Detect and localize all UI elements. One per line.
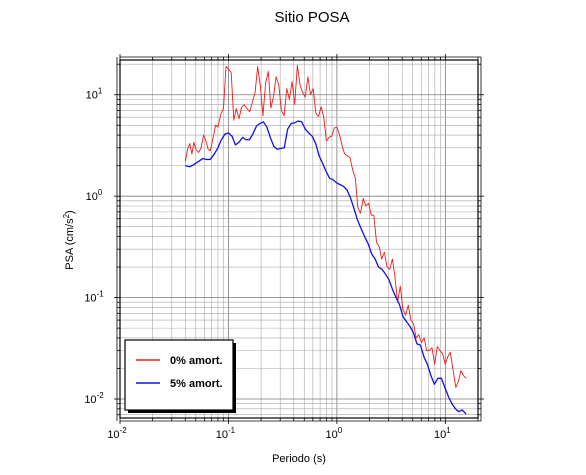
y-tick-label: 101 <box>86 87 103 102</box>
axis-ticks <box>114 54 484 424</box>
x-axis-label: Periodo (s) <box>272 453 326 465</box>
y-tick-label: 10-1 <box>84 290 104 305</box>
grid-lines <box>119 60 479 418</box>
x-tick-labels: 10-2 10-1 100 101 <box>107 426 451 441</box>
series-line-0 <box>184 64 467 388</box>
y-tick-labels: 10-2 10-1 100 101 <box>84 87 104 406</box>
y-tick-label: 10-2 <box>84 391 104 406</box>
chart-title: Sitio POSA <box>274 9 349 26</box>
legend-label-0: 0% amort. <box>170 355 223 367</box>
legend-box <box>124 339 234 411</box>
data-series <box>184 64 467 415</box>
x-tick-label: 100 <box>326 426 343 441</box>
y-axis-label: PSA (cm/s2) <box>62 210 76 269</box>
y-axis-label-main: PSA (cm/s <box>64 218 76 270</box>
legend: 0% amort. 5% amort. <box>124 339 236 413</box>
y-tick-label: 100 <box>86 188 103 203</box>
y-axis-label-tail: ) <box>64 210 76 214</box>
x-tick-label: 10-2 <box>107 426 127 441</box>
series-line-1 <box>185 120 467 415</box>
x-tick-label: 10-1 <box>216 426 236 441</box>
x-tick-label: 101 <box>434 426 451 441</box>
y-axis-label-sup: 2 <box>62 213 71 218</box>
plot-frame <box>116 56 482 422</box>
legend-label-1: 5% amort. <box>170 378 223 390</box>
